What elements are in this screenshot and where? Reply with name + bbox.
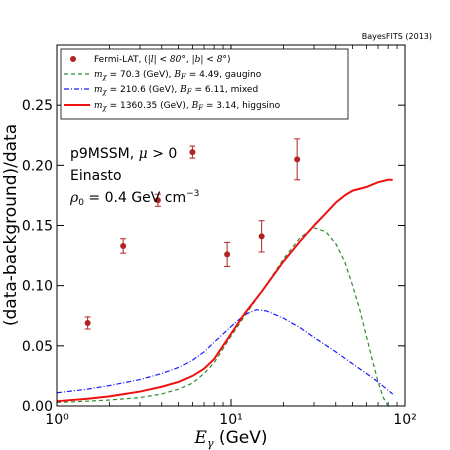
data-point [189, 145, 196, 159]
data-point [154, 193, 161, 207]
legend-entry-higgsino: mχ = 1360.35 (GeV), BF = 3.14, higgsino [64, 101, 281, 112]
y-tick-label: 0.00 [22, 399, 53, 415]
data-point-marker [294, 156, 301, 163]
y-tick-label: 0.05 [22, 339, 53, 355]
legend-label-fermi: Fermi-LAT, (|l| < 80°, |b| < 8°) [94, 55, 230, 65]
series-line-higgsino [56, 178, 393, 403]
legend-entry-mixed: mχ = 210.6 (GeV), BF = 6.11, mixed [64, 85, 258, 96]
y-tick-label: 0.15 [22, 219, 53, 235]
y-tick-label: 0.10 [22, 279, 53, 295]
x-tick-label: 10² [393, 412, 416, 428]
data-point [84, 316, 91, 330]
annotation-density: ρ0 = 0.4 GeV cm−3 [69, 189, 199, 208]
y-tick-label: 0.25 [22, 98, 53, 114]
legend-entry-fermi: Fermi-LAT, (|l| < 80°, |b| < 8°) [70, 55, 230, 65]
series-line-mixed [56, 309, 394, 395]
x-axis-label: Eγ (GeV) [194, 428, 268, 450]
data-point-marker [154, 197, 161, 204]
annotation-model: p9MSSM, μ > 0 [70, 146, 177, 162]
data-point-marker [224, 251, 231, 258]
x-tick-label: 10¹ [219, 412, 242, 428]
x-axis: 10⁰ 10¹ 10² [45, 45, 417, 428]
chart-credit: BayesFITS (2013) [362, 32, 432, 41]
legend-label-gaugino: mχ = 70.3 (GeV), BF = 4.49, gaugino [94, 70, 262, 81]
data-point [224, 241, 231, 267]
legend-label-mixed: mχ = 210.6 (GeV), BF = 6.11, mixed [94, 85, 258, 96]
y-axis-label: (data-background)/data [1, 124, 21, 326]
data-point-marker [120, 242, 127, 249]
y-tick-label: 0.20 [22, 158, 53, 174]
series-line-gaugino [56, 227, 389, 407]
data-point [120, 238, 127, 254]
data-point-marker [258, 233, 265, 240]
y-axis: 0.00 0.05 0.10 0.15 0.20 0.25 [22, 98, 405, 415]
data-point-marker [189, 149, 196, 156]
legend-label-higgsino: mχ = 1360.35 (GeV), BF = 3.14, higgsino [94, 101, 281, 112]
legend-marker-fermi [70, 56, 76, 62]
x-tick-label: 10⁰ [45, 412, 69, 428]
data-point [258, 220, 265, 253]
legend-box [60, 48, 349, 120]
legend-entry-gaugino: mχ = 70.3 (GeV), BF = 4.49, gaugino [64, 70, 262, 81]
annotation-profile: Einasto [70, 168, 122, 184]
data-point-marker [84, 319, 91, 326]
data-point [294, 138, 301, 181]
legend: Fermi-LAT, (|l| < 80°, |b| < 8°) mχ = 70… [60, 48, 349, 120]
